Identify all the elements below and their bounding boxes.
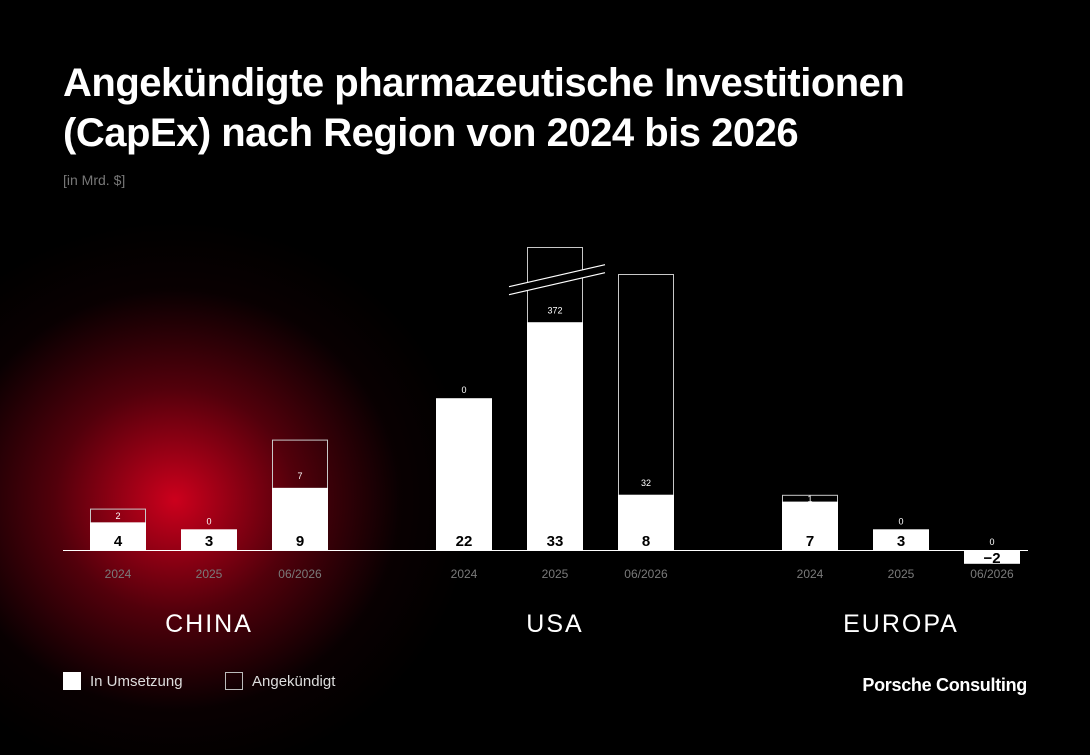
legend-label-in-umsetzung: In Umsetzung — [90, 672, 183, 690]
bar-in-umsetzung-europa-2024 — [782, 501, 838, 550]
period-label-europa-2024: 2024 — [797, 567, 824, 581]
label-angekuendigt-europa-2024: 1 — [807, 494, 812, 504]
bar-in-umsetzung-europa-06-2026 — [964, 550, 1020, 564]
period-label-china-06-2026: 06/2026 — [278, 567, 322, 581]
bar-in-umsetzung-china-2024 — [90, 522, 146, 550]
label-angekuendigt-china-2024: 2 — [115, 511, 120, 521]
bar-in-umsetzung-china-2025 — [181, 529, 237, 550]
label-in-umsetzung-usa-2025: 33 — [547, 533, 564, 550]
period-label-china-2024: 2024 — [105, 567, 132, 581]
region-label-europa: EUROPA — [843, 610, 959, 638]
title-line-1: Angekündigte pharmazeutische Investition… — [63, 61, 905, 105]
bar-in-umsetzung-usa-06-2026 — [618, 494, 674, 550]
legend-swatch-solid — [63, 672, 81, 690]
legend-item-angekuendigt: Angekündigt — [225, 672, 335, 690]
bar-angekuendigt-usa-06-2026 — [618, 274, 674, 496]
label-in-umsetzung-china-2024: 4 — [114, 533, 123, 550]
bar-in-umsetzung-europa-2025 — [873, 529, 929, 550]
period-label-europa-2025: 2025 — [888, 567, 915, 581]
period-label-usa-2025: 2025 — [542, 567, 569, 581]
label-in-umsetzung-china-2025: 3 — [205, 533, 213, 550]
chart-unit: [in Mrd. $] — [63, 172, 126, 188]
period-label-europa-06-2026: 06/2026 — [970, 567, 1014, 581]
period-label-usa-2024: 2024 — [451, 567, 478, 581]
region-label-usa: USA — [526, 610, 583, 638]
label-angekuendigt-usa-2024: 0 — [461, 385, 466, 395]
label-angekuendigt-europa-2025: 0 — [898, 516, 903, 526]
label-in-umsetzung-usa-2024: 22 — [456, 533, 473, 550]
label-angekuendigt-china-2025: 0 — [206, 516, 211, 526]
label-in-umsetzung-china-06-2026: 9 — [296, 533, 304, 550]
label-in-umsetzung-europa-2024: 7 — [806, 533, 814, 550]
label-in-umsetzung-europa-06-2026: −2 — [983, 550, 1000, 567]
title-line-2: (CapEx) nach Region von 2024 bis 2026 — [63, 111, 799, 155]
period-label-china-2025: 2025 — [196, 567, 223, 581]
bar-in-umsetzung-china-06-2026 — [272, 487, 328, 550]
legend-swatch-outline — [225, 672, 243, 690]
bar-angekuendigt-china-06-2026 — [272, 439, 328, 489]
label-angekuendigt-china-06-2026: 7 — [297, 471, 302, 481]
region-label-china: CHINA — [165, 610, 253, 638]
axis-break-line-a-usa-2025 — [508, 264, 606, 288]
bar-in-umsetzung-usa-2025 — [527, 322, 583, 550]
axis-break-mask-usa-2025 — [508, 264, 606, 295]
legend-label-angekuendigt: Angekündigt — [252, 672, 336, 690]
label-in-umsetzung-usa-06-2026: 8 — [642, 533, 650, 550]
label-angekuendigt-usa-06-2026: 32 — [641, 478, 651, 488]
axis-break-line-b-usa-2025 — [508, 272, 606, 296]
label-angekuendigt-europa-06-2026: 0 — [989, 537, 994, 547]
label-angekuendigt-usa-2025: 372 — [547, 305, 562, 315]
chart-title: Angekündigte pharmazeutische Investition… — [63, 58, 963, 158]
bar-in-umsetzung-usa-2024 — [436, 398, 492, 550]
label-in-umsetzung-europa-2025: 3 — [897, 533, 905, 550]
brand-logo: Porsche Consulting — [862, 675, 1027, 695]
legend-item-in-umsetzung: In Umsetzung — [63, 672, 183, 690]
period-label-usa-06-2026: 06/2026 — [624, 567, 668, 581]
